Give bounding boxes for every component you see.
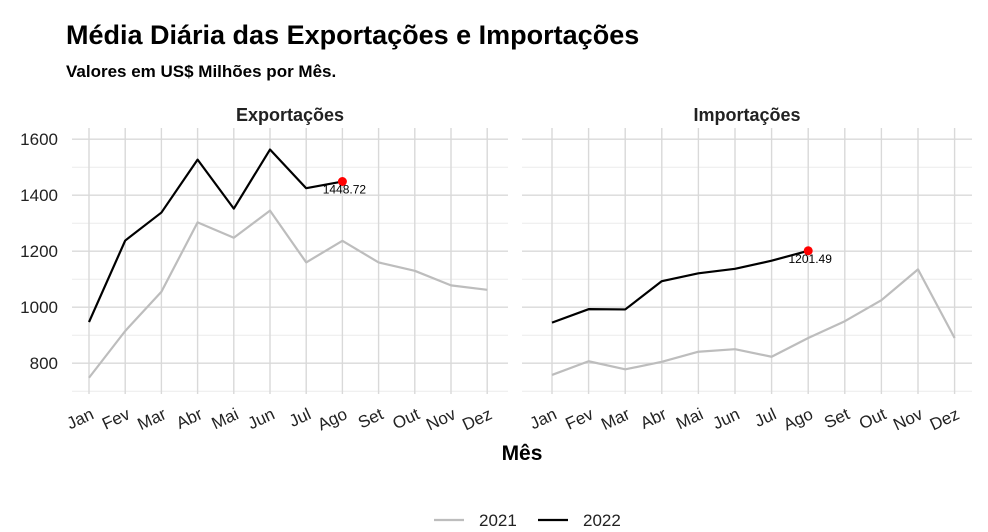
x-tick-label: Dez: [459, 404, 494, 434]
x-tick-label: Mai: [673, 404, 706, 433]
x-tick-label: Jul: [752, 404, 780, 430]
y-tick-label: 1200: [20, 242, 58, 261]
highlight-point-importa-es: [803, 246, 813, 256]
x-tick-label: Out: [856, 404, 889, 433]
x-tick-label: Mai: [209, 404, 242, 433]
panel-title-exporta-es: Exportações: [236, 105, 344, 125]
x-tick-label: Fev: [99, 404, 133, 433]
series-line-2022-importa-es: [551, 249, 809, 324]
y-tick-label: 800: [30, 354, 58, 373]
x-tick-label: Set: [355, 404, 386, 432]
x-tick-label: Mar: [598, 404, 633, 434]
x-tick-label: Nov: [890, 404, 926, 434]
x-tick-label: Nov: [423, 404, 459, 434]
panel-title-importa-es: Importações: [693, 105, 800, 125]
x-tick-label: Jun: [710, 404, 743, 433]
y-tick-label: 1400: [20, 186, 58, 205]
x-tick-label: Abr: [173, 404, 205, 433]
series-line-2021-exporta-es: [88, 209, 488, 379]
chart-subtitle: Valores em US$ Milhões por Mês.: [66, 62, 337, 81]
legend-label-2022: 2022: [583, 511, 621, 530]
x-tick-label: Out: [390, 404, 423, 433]
x-tick-label: Ago: [780, 404, 815, 434]
x-tick-label: Fev: [563, 404, 597, 433]
x-axis-title: Mês: [502, 442, 543, 465]
series-line-2021-importa-es: [551, 268, 956, 376]
x-tick-label: Mar: [135, 404, 170, 434]
x-tick-label: Set: [821, 404, 852, 432]
y-tick-label: 1600: [20, 130, 58, 149]
chart-title: Média Diária das Exportações e Importaçõ…: [66, 20, 640, 50]
x-tick-label: Dez: [927, 404, 962, 434]
legend-label-2021: 2021: [479, 511, 517, 530]
highlight-point-exporta-es: [337, 177, 347, 187]
x-tick-label: Abr: [637, 404, 669, 433]
highlight-label-importa-es: 1201.49: [789, 252, 833, 266]
y-tick-label: 1000: [20, 298, 58, 317]
x-tick-label: Jun: [245, 404, 278, 433]
x-tick-label: Jul: [286, 404, 314, 430]
highlight-label-exporta-es: 1448.72: [323, 183, 367, 197]
x-tick-label: Jan: [64, 404, 97, 433]
series-line-2022-exporta-es: [87, 148, 343, 323]
x-tick-label: Ago: [315, 404, 350, 434]
x-tick-label: Jan: [527, 404, 560, 433]
